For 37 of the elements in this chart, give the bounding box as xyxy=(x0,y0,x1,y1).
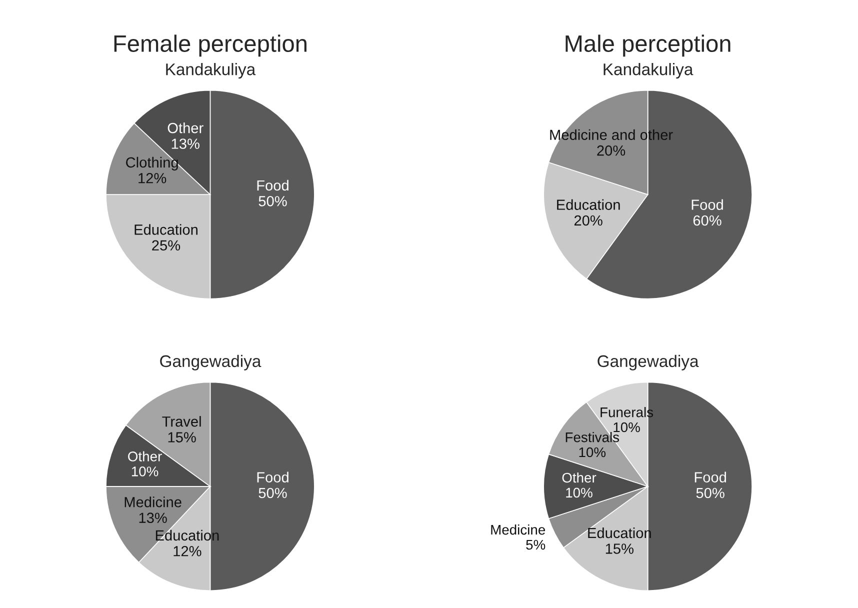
slice-label: Food xyxy=(692,199,723,210)
data-label: 10% xyxy=(132,466,158,476)
data-label: 5% xyxy=(526,540,546,550)
chart-subtitle: Kandakuliya xyxy=(604,63,694,79)
data-label: 13% xyxy=(139,512,167,524)
slice-label: Medicine xyxy=(491,524,546,535)
data-label: 20% xyxy=(574,215,602,226)
data-label: 10% xyxy=(566,488,592,498)
data-label: 60% xyxy=(693,215,722,226)
data-label: 10% xyxy=(614,422,640,432)
slice-label: Travel xyxy=(162,416,201,427)
slice-label: Education xyxy=(557,199,620,210)
slice-label: Food xyxy=(694,472,726,482)
slice-label: Clothing xyxy=(126,156,178,170)
chart-title: Female perception xyxy=(114,34,306,57)
data-label: 50% xyxy=(258,196,287,206)
chart-title: Male perception xyxy=(566,34,730,57)
slice-label: Other xyxy=(128,451,162,462)
slice-label: Food xyxy=(257,180,288,191)
data-label: 12% xyxy=(174,546,202,556)
data-label: 25% xyxy=(152,240,180,251)
data-label: 13% xyxy=(172,138,200,149)
slice-label: Education xyxy=(134,224,198,235)
data-label: 50% xyxy=(258,488,287,498)
slice-label: Medicine xyxy=(124,496,182,508)
slice-label: Food xyxy=(257,472,288,482)
chart-subtitle: Gangewadiya xyxy=(598,354,699,370)
data-label: 50% xyxy=(696,488,724,498)
data-label: 15% xyxy=(168,432,196,442)
data-label: 12% xyxy=(138,172,166,184)
chart-subtitle: Kandakuliya xyxy=(166,63,256,79)
slice-label: Other xyxy=(562,472,596,483)
slice-label: Other xyxy=(168,122,204,134)
chart-subtitle: Gangewadiya xyxy=(160,354,262,370)
data-label: 20% xyxy=(597,145,626,156)
data-label: 10% xyxy=(579,447,606,458)
data-label: 15% xyxy=(606,544,634,554)
